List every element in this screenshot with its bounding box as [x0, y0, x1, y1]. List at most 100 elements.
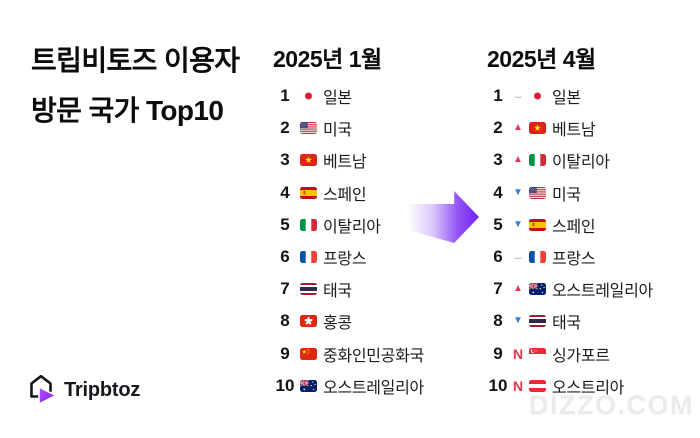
- change-up-icon: ▲: [513, 122, 523, 134]
- country-name: 미국: [323, 122, 352, 140]
- brand-logo-text: Tripbtoz: [64, 378, 141, 401]
- flag-at-icon: [529, 379, 546, 392]
- ranking-row: 4 ▼ 미국: [487, 177, 653, 209]
- rank-number: 9: [493, 343, 503, 363]
- ranking-row: 6 프랑스: [273, 241, 424, 273]
- change-down-icon: ▼: [513, 315, 523, 327]
- rank-number: 9: [280, 343, 290, 363]
- country-name: 베트남: [552, 122, 596, 140]
- flag-it-icon: [300, 218, 317, 231]
- page-title: 트립비토즈 이용자 방문 국가 Top10: [31, 36, 240, 136]
- ranking-row: 3 ▲ 이탈리아: [487, 144, 653, 176]
- change-same-icon: –: [514, 88, 522, 105]
- ranking-row: 3 베트남: [273, 144, 424, 176]
- flag-vn-icon: [300, 154, 317, 167]
- rank-number: 2: [493, 118, 503, 138]
- country-name: 오스트레일리아: [552, 283, 653, 301]
- flag-es-icon: [300, 186, 317, 199]
- ranking-row: 5 ▼ 스페인: [487, 209, 653, 241]
- ranking-row: 6– 프랑스: [487, 241, 653, 273]
- flag-sg-icon: [529, 347, 546, 360]
- flag-cn-icon: [300, 347, 317, 360]
- rank-number: 1: [280, 86, 290, 106]
- change-up-icon: ▲: [513, 154, 523, 166]
- country-name: 스페인: [323, 186, 367, 204]
- ranking-column-january: 2025년 1월 1 일본 2 미국 3 베트남 4 스페인 5 이탈리아 6 프랑스 7 태국 8 홍콩 9 중…: [273, 46, 424, 402]
- ranking-row: 8 홍콩: [273, 305, 424, 337]
- ranking-row: 4 스페인: [273, 177, 424, 209]
- flag-us-icon: [529, 186, 546, 199]
- change-down-icon: ▼: [513, 218, 523, 230]
- rank-number: 2: [280, 118, 290, 138]
- ranking-row: 1– 일본: [487, 80, 653, 112]
- country-name: 일본: [552, 90, 581, 108]
- flag-th-icon: [529, 315, 546, 328]
- rank-number: 5: [280, 214, 290, 234]
- flag-fr-icon: [300, 251, 317, 264]
- rank-number: 6: [493, 247, 503, 267]
- title-line-1: 트립비토즈 이용자: [31, 45, 240, 76]
- country-name: 중화인민공화국: [323, 347, 424, 365]
- country-name: 싱가포르: [552, 347, 610, 365]
- ranking-row: 10 N 오스트리아: [487, 370, 653, 402]
- title-line-2: 방문 국가 Top10: [31, 95, 224, 126]
- flag-us-icon: [300, 122, 317, 135]
- flag-th-icon: [300, 283, 317, 296]
- watermark-text: DIZZO.COM: [529, 390, 694, 420]
- country-name: 프랑스: [323, 251, 367, 269]
- rank-number: 6: [280, 247, 290, 267]
- ranking-row: 7 ▲ 오스트레일리아: [487, 273, 653, 305]
- ranking-row: 7 태국: [273, 273, 424, 305]
- country-name: 미국: [552, 186, 581, 204]
- ranking-row: 10 오스트레일리아: [273, 370, 425, 402]
- country-name: 베트남: [323, 154, 367, 172]
- brand-logo: Tripbtoz: [30, 374, 140, 406]
- rank-number: 7: [280, 279, 290, 299]
- flag-fr-icon: [529, 251, 546, 264]
- ranking-row: 1 일본: [273, 80, 424, 112]
- ranking-list-january: 1 일본 2 미국 3 베트남 4 스페인 5 이탈리아 6 프랑스 7 태국 8 홍콩 9 중화인민공화국 10 오…: [273, 80, 425, 402]
- rank-number: 3: [280, 150, 290, 170]
- flag-au-icon: [300, 379, 317, 392]
- rank-number: 8: [493, 311, 503, 331]
- flag-au-icon: [529, 283, 546, 296]
- change-new-icon: N: [512, 345, 524, 362]
- country-name: 스페인: [552, 218, 596, 236]
- ranking-column-april: 2025년 4월 1– 일본 2 ▲ 베트남 3 ▲ 이탈리아 4 ▼ 미국 5 ▼ 스페인 6– 프랑스 7 ▲…: [487, 46, 653, 402]
- country-name: 이탈리아: [552, 154, 610, 172]
- flag-hk-icon: [300, 315, 317, 328]
- ranking-row: 2 ▲ 베트남: [487, 112, 653, 144]
- rank-number: 1: [493, 86, 503, 106]
- change-up-icon: ▲: [513, 283, 523, 295]
- column-header-january: 2025년 1월: [273, 46, 382, 72]
- rank-number: 3: [493, 150, 503, 170]
- rank-number: 7: [493, 279, 503, 299]
- ranking-row: 9 N 싱가포르: [487, 338, 653, 370]
- country-name: 일본: [323, 90, 352, 108]
- ranking-row: 8 ▼ 태국: [487, 305, 653, 337]
- rank-number: 8: [280, 311, 290, 331]
- flag-jp-icon: [529, 90, 546, 103]
- flag-es-icon: [529, 218, 546, 231]
- column-header-april: 2025년 4월: [487, 46, 596, 72]
- country-name: 오스트레일리아: [323, 379, 424, 397]
- rank-number: 4: [280, 182, 290, 202]
- country-name: 오스트리아: [552, 379, 625, 397]
- rank-number: 10: [275, 375, 295, 395]
- rank-number: 5: [493, 214, 503, 234]
- change-down-icon: ▼: [513, 186, 523, 198]
- change-new-icon: N: [512, 377, 524, 394]
- flag-it-icon: [529, 154, 546, 167]
- tripbtoz-house-play-icon: [30, 374, 58, 406]
- country-name: 태국: [552, 315, 581, 333]
- flag-jp-icon: [300, 90, 317, 103]
- rank-number: 10: [488, 375, 508, 395]
- ranking-list-april: 1– 일본 2 ▲ 베트남 3 ▲ 이탈리아 4 ▼ 미국 5 ▼ 스페인 6– 프랑스 7 ▲ 오스트레일리아 8 ▼…: [487, 80, 654, 402]
- ranking-row: 5 이탈리아: [273, 209, 424, 241]
- flag-vn-icon: [529, 122, 546, 135]
- change-same-icon: –: [514, 249, 522, 266]
- country-name: 프랑스: [552, 251, 596, 269]
- rank-number: 4: [493, 182, 503, 202]
- country-name: 홍콩: [323, 315, 352, 333]
